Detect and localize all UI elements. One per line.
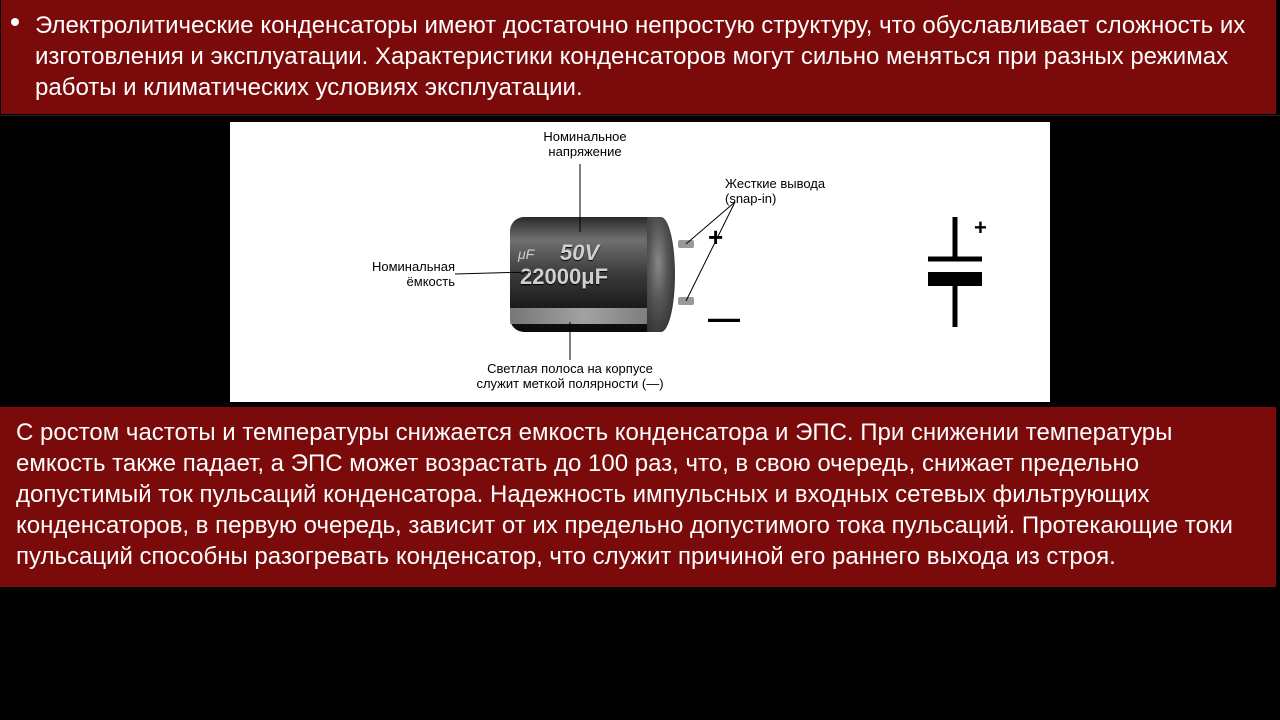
bullet-icon [11, 18, 19, 26]
top-text-block: Электролитические конденсаторы имеют дос… [0, 0, 1276, 115]
bottom-text-block: С ростом частоты и температуры снижается… [0, 406, 1276, 587]
capacitor-capacitance-text: 22000μF [520, 264, 608, 290]
capacitor-endcap [647, 217, 675, 332]
label-stripe-note: Светлая полоса на корпусеслужит меткой п… [440, 362, 700, 392]
symbol-plus: + [974, 215, 987, 241]
capacitor-schematic-symbol: + [920, 217, 990, 327]
label-snap-in: Жесткие вывода(snap-in) [725, 177, 865, 207]
plus-marker: + [708, 222, 723, 253]
diagram-container: μF 50V 22000μF Номинальноенапряжение Ном… [0, 115, 1280, 402]
minus-marker: — [708, 300, 740, 337]
snap-in-pin-bottom [678, 297, 694, 305]
polarity-stripe [510, 308, 660, 324]
bottom-paragraph: С ростом частоты и температуры снижается… [16, 419, 1233, 571]
capacitor-diagram: μF 50V 22000μF Номинальноенапряжение Ном… [230, 122, 1050, 402]
capacitor-voltage-text: 50V [560, 240, 599, 266]
snap-in-pin-top [678, 240, 694, 248]
label-nominal-capacity: Номинальнаяёмкость [345, 260, 455, 290]
label-nominal-voltage: Номинальноенапряжение [500, 130, 670, 160]
capacitor-uf-side: μF [518, 246, 534, 262]
top-paragraph: Электролитические конденсаторы имеют дос… [35, 12, 1245, 101]
